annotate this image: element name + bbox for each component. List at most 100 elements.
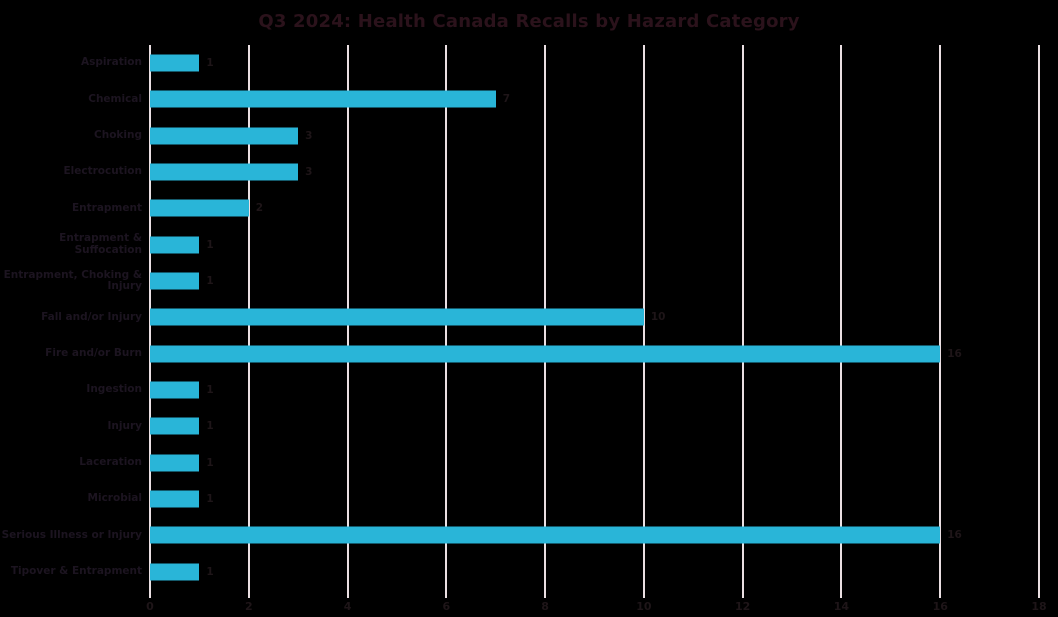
bar — [150, 54, 200, 72]
value-label: 1 — [206, 456, 214, 469]
axis-tick-label: 4 — [343, 600, 352, 613]
bar-track: 1 — [150, 554, 1039, 590]
bar — [150, 563, 200, 581]
category-label: Ingestion — [86, 383, 142, 396]
bar-track: 10 — [150, 299, 1039, 335]
bar-track: 1 — [150, 227, 1039, 263]
category-label: Entrapment, Choking & Injury — [3, 268, 142, 293]
bar-track: 1 — [150, 445, 1039, 481]
category-label: Electrocution — [63, 165, 142, 178]
bar-row: Fall and/or Injury 10 — [0, 299, 1039, 335]
value-label: 2 — [255, 202, 264, 215]
bar-row: Chemical 7 — [0, 81, 1039, 117]
axis-tick-label: 16 — [932, 600, 948, 613]
category-label: Serious Illness or Injury — [1, 528, 142, 541]
bar-row: Entrapment 2 — [0, 190, 1039, 226]
axis-tick — [445, 590, 448, 598]
value-label: 1 — [206, 57, 214, 70]
category-label: Fire and/or Burn — [45, 347, 142, 360]
value-label: 10 — [650, 311, 666, 324]
gridline — [840, 45, 843, 590]
value-label: 1 — [206, 565, 214, 578]
category-label: Entrapment & Suffocation — [59, 232, 142, 256]
gridline — [1038, 45, 1040, 590]
axis-tick — [346, 590, 349, 598]
axis-tick — [247, 590, 250, 598]
bar-track: 1 — [150, 481, 1039, 517]
x-axis: 0 2 4 6 8 10 12 14 16 18 — [146, 590, 1047, 617]
category-label: Tipover & Entrapment — [10, 564, 142, 577]
bar-track: 16 — [150, 517, 1039, 553]
bar — [150, 454, 200, 472]
chart-title: Q3 2024: Health Canada Recalls by Hazard… — [258, 11, 800, 32]
bar-row: Choking 3 — [0, 118, 1039, 154]
bar-track: 3 — [150, 154, 1039, 190]
bar-row: Entrapment, Choking & Injury 1 — [0, 263, 1039, 299]
category-label: Injury — [107, 419, 142, 432]
bar-row: Fire and/or Burn 16 — [0, 336, 1039, 372]
axis-tick — [544, 590, 547, 598]
bar-track: 7 — [150, 81, 1039, 117]
bar-row: Entrapment & Suffocation 1 — [0, 227, 1039, 263]
bar — [150, 90, 496, 108]
bar — [150, 490, 200, 508]
bar — [150, 417, 200, 435]
bar-row: Serious Illness or Injury 16 — [0, 517, 1039, 553]
value-label: 1 — [206, 238, 214, 251]
bar — [150, 236, 200, 254]
gridline — [642, 45, 645, 590]
axis-tick — [840, 590, 843, 598]
bar-track: 16 — [150, 336, 1039, 372]
bar-row: Injury 1 — [0, 408, 1039, 444]
bar — [150, 272, 200, 290]
bar — [150, 199, 249, 217]
value-label: 1 — [206, 493, 214, 506]
bar-row: Tipover & Entrapment 1 — [0, 554, 1039, 590]
axis-tick-label: 10 — [636, 600, 652, 613]
category-label: Choking — [94, 129, 142, 142]
category-label: Fall and/or Injury — [41, 310, 142, 323]
category-label: Microbial — [87, 492, 142, 505]
bar — [150, 163, 299, 181]
axis-tick-label: 18 — [1031, 600, 1047, 613]
bar-track: 3 — [150, 118, 1039, 154]
axis-tick-label: 2 — [244, 600, 253, 613]
axis-tick — [1038, 590, 1040, 598]
axis-tick-label: 12 — [735, 600, 751, 613]
value-label: 1 — [206, 384, 214, 397]
bar-track: 1 — [150, 408, 1039, 444]
bar-row: Electrocution 3 — [0, 154, 1039, 190]
category-label: Entrapment — [71, 201, 142, 214]
bar — [150, 308, 644, 326]
axis-tick-label: 14 — [833, 600, 850, 613]
bar-rows: Aspiration 1 Chemical 7 Choking 3 Electrocutio… — [0, 45, 1039, 590]
bar-row: Microbial 1 — [0, 481, 1039, 517]
category-label: Chemical — [88, 92, 142, 105]
bar-track: 2 — [150, 190, 1039, 226]
value-label: 16 — [947, 529, 962, 542]
axis-tick — [741, 590, 744, 598]
bar — [150, 127, 299, 145]
value-label: 1 — [206, 275, 214, 288]
bar-row: Ingestion 1 — [0, 372, 1039, 408]
category-label: Aspiration — [80, 56, 142, 69]
bar-track: 1 — [150, 45, 1039, 81]
value-label: 3 — [305, 166, 313, 179]
axis-tick-label: 6 — [442, 600, 451, 613]
axis-tick — [149, 590, 151, 598]
axis-tick-label: 0 — [146, 600, 154, 613]
bar — [150, 526, 941, 544]
value-label: 16 — [947, 347, 962, 360]
value-label: 3 — [305, 129, 313, 142]
gridline — [939, 45, 942, 590]
value-label: 7 — [502, 93, 511, 106]
axis-tick-label: 8 — [541, 600, 549, 613]
category-label: Laceration — [79, 456, 142, 468]
axis-tick — [642, 590, 645, 598]
bar — [150, 345, 941, 363]
axis-tick — [939, 590, 942, 598]
bar-track: 1 — [150, 372, 1039, 408]
bar — [150, 381, 200, 399]
gridline — [741, 45, 744, 590]
